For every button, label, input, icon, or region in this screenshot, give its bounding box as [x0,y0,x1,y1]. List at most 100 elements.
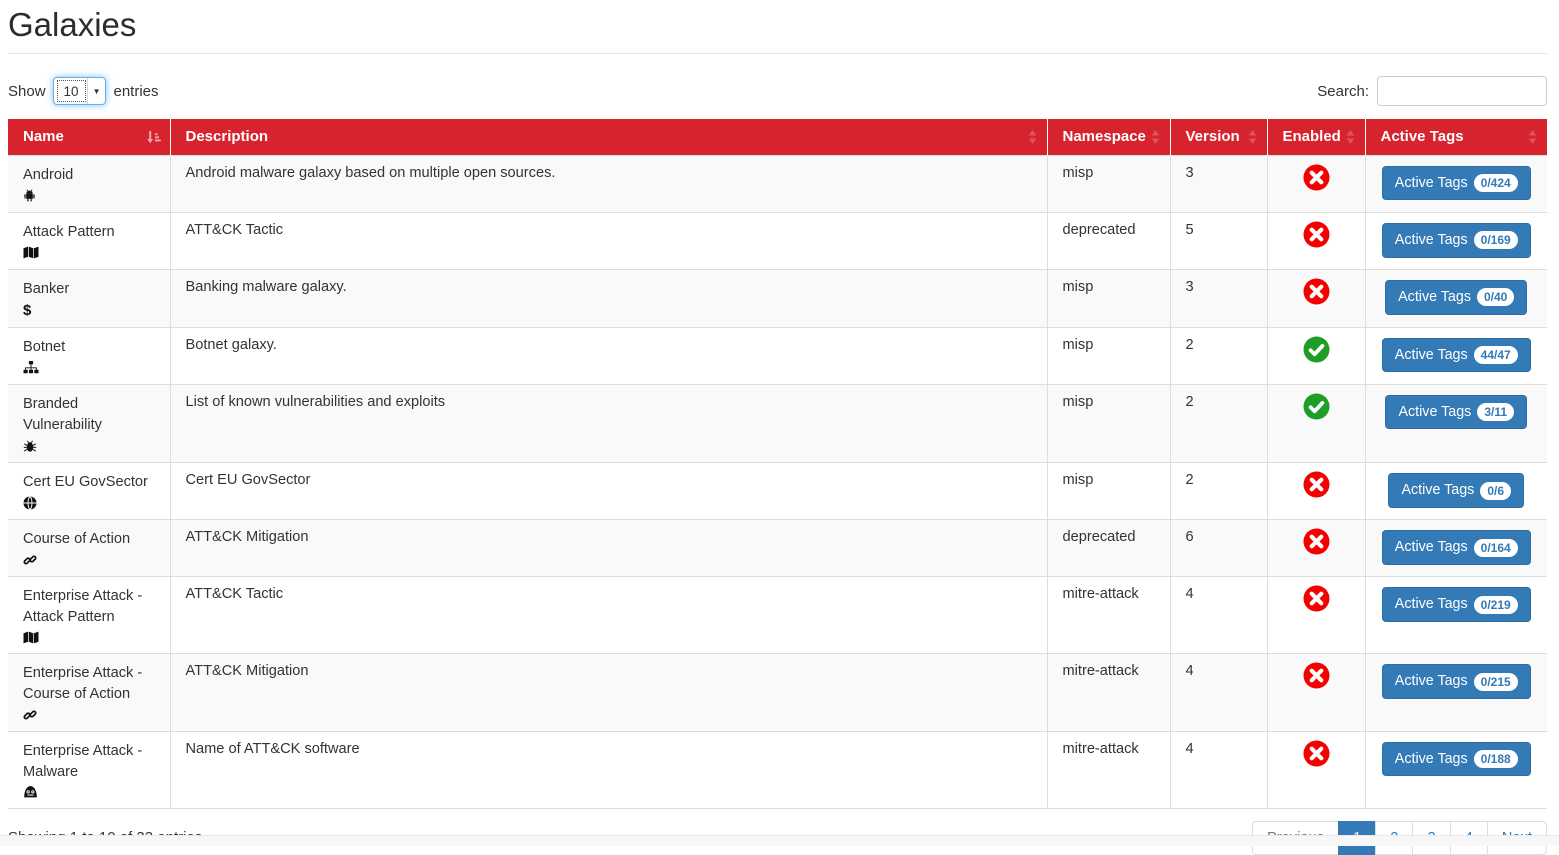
column-header-name[interactable]: Name [8,119,170,155]
active-tags-badge: 0/40 [1477,288,1515,307]
active-tags-button[interactable]: Active Tags 0/40 [1385,280,1528,315]
galaxy-name: Cert EU GovSector [23,474,148,491]
table-row: Course of Action ATT&CK Mitigation depre… [8,519,1547,578]
galaxy-namespace: misp [1046,462,1171,521]
table-row: Enterprise Attack - Malware Name of ATT&… [8,730,1547,809]
show-label: Show [8,82,46,100]
galaxy-name: Banker [23,281,70,298]
galaxy-name: Botnet [23,338,66,355]
galaxy-namespace: deprecated [1046,212,1171,271]
active-tags-button[interactable]: Active Tags 0/169 [1381,223,1531,258]
active-tags-button[interactable]: Active Tags 44/47 [1381,337,1531,373]
chevron-down-icon: ▼ [86,78,106,104]
column-label: Description [185,128,269,146]
page-length-control: Show 10 ▼ entries [8,77,159,105]
column-label: Active Tags [1380,128,1464,146]
active-tags-button[interactable]: Active Tags 0/219 [1381,587,1531,622]
galaxy-description: Botnet galaxy. [169,326,1048,385]
column-header-namespace[interactable]: Namespace [1046,119,1170,155]
active-tags-label: Active Tags [1394,346,1468,363]
column-header-description[interactable]: Description [169,119,1047,155]
active-tags-badge: 0/164 [1473,538,1518,557]
galaxy-description: ATT&CK Mitigation [169,519,1048,578]
disabled-x-icon [1303,278,1330,309]
galaxy-version: 2 [1169,326,1268,385]
active-tags-label: Active Tags [1394,750,1468,767]
active-tags-label: Active Tags [1394,596,1468,613]
column-header-active-tags[interactable]: Active Tags [1364,119,1547,155]
active-tags-label: Active Tags [1398,289,1471,306]
galaxy-version: 3 [1169,269,1268,328]
active-tags-button[interactable]: Active Tags 0/215 [1381,664,1531,699]
table-row: Cert EU GovSector Cert EU GovSector misp… [8,462,1547,521]
disabled-x-icon [1303,585,1330,616]
galaxy-version: 3 [1169,154,1268,214]
page-title: Galaxies [8,6,137,43]
page-length-select[interactable]: 10 ▼ [52,77,107,105]
disabled-x-icon [1303,528,1330,559]
table-body: Android Android malware galaxy based on … [8,154,1547,809]
galaxy-version: 2 [1169,383,1268,464]
sort-unsorted-icon [1149,129,1162,144]
active-tags-button[interactable]: Active Tags 0/188 [1381,741,1531,777]
chain-icon [23,553,155,567]
galaxy-name: Attack Pattern [23,224,115,241]
active-tags-button[interactable]: Active Tags 0/424 [1381,165,1531,200]
globe-icon [23,496,155,510]
galaxy-description: Android malware galaxy based on multiple… [169,154,1048,214]
galaxy-namespace: misp [1046,326,1171,385]
table-header-row: Name Description Namespace Version Enabled Ac… [8,119,1547,155]
active-tags-button[interactable]: Active Tags 3/11 [1385,394,1528,430]
entries-label: entries [113,82,159,100]
disabled-x-icon [1303,662,1330,693]
table-row: Enterprise Attack - Attack Pattern ATT&C… [8,576,1547,655]
column-label: Namespace [1062,128,1146,146]
active-tags-badge: 3/11 [1477,403,1515,422]
table-row: Banker $ Banking malware galaxy. misp 3 … [8,269,1547,328]
galaxy-name: Android [23,166,74,183]
galaxy-name: Enterprise Attack - Malware [23,742,143,780]
map-icon [23,246,155,259]
disabled-x-icon [1303,221,1330,252]
galaxy-description: Banking malware galaxy. [169,269,1048,328]
search-label: Search: [1317,82,1369,100]
table-row: Enterprise Attack - Course of Action ATT… [8,653,1547,732]
galaxy-version: 6 [1169,519,1268,578]
sort-unsorted-icon [1526,129,1539,144]
sort-unsorted-icon [1344,129,1357,144]
column-label: Name [23,128,64,146]
active-tags-badge: 0/6 [1480,481,1512,500]
table-row: Branded Vulnerability List of known vuln… [8,383,1547,464]
map-icon [23,631,155,644]
android-icon [23,188,155,203]
galaxy-namespace: misp [1046,154,1171,214]
dollar-icon: $ [23,301,32,319]
enabled-check-icon [1303,336,1330,367]
active-tags-button[interactable]: Active Tags 0/164 [1381,530,1531,565]
active-tags-label: Active Tags [1394,174,1468,191]
galaxy-version: 2 [1169,462,1268,521]
active-tags-label: Active Tags [1398,403,1472,420]
galaxy-name: Course of Action [23,531,131,548]
column-header-version[interactable]: Version [1169,119,1267,155]
sort-unsorted-icon [1026,129,1039,144]
galaxy-version: 4 [1169,653,1268,732]
table-row: Botnet Botnet galaxy. misp 2 Active Tags… [8,326,1547,385]
column-header-enabled[interactable]: Enabled [1266,119,1365,155]
table-header: Name Description Namespace Version Enabled Ac… [8,119,1547,155]
monster-icon [23,785,155,798]
search-input[interactable] [1377,76,1547,106]
search-control: Search: [1317,76,1547,106]
galaxy-description: ATT&CK Tactic [169,212,1048,271]
galaxy-version: 4 [1169,576,1268,655]
page-length-value: 10 [56,80,86,102]
sort-unsorted-icon [1246,129,1259,144]
galaxies-page: Galaxies Show 10 ▼ entries Search: Name D… [0,6,1559,855]
active-tags-button[interactable]: Active Tags 0/6 [1388,473,1525,508]
sitemap-icon [23,360,155,374]
column-label: Enabled [1282,128,1341,146]
sort-asc-icon [146,129,162,144]
galaxy-name: Enterprise Attack - Course of Action [23,665,143,703]
enabled-check-icon [1303,393,1330,424]
active-tags-badge: 44/47 [1473,346,1518,365]
